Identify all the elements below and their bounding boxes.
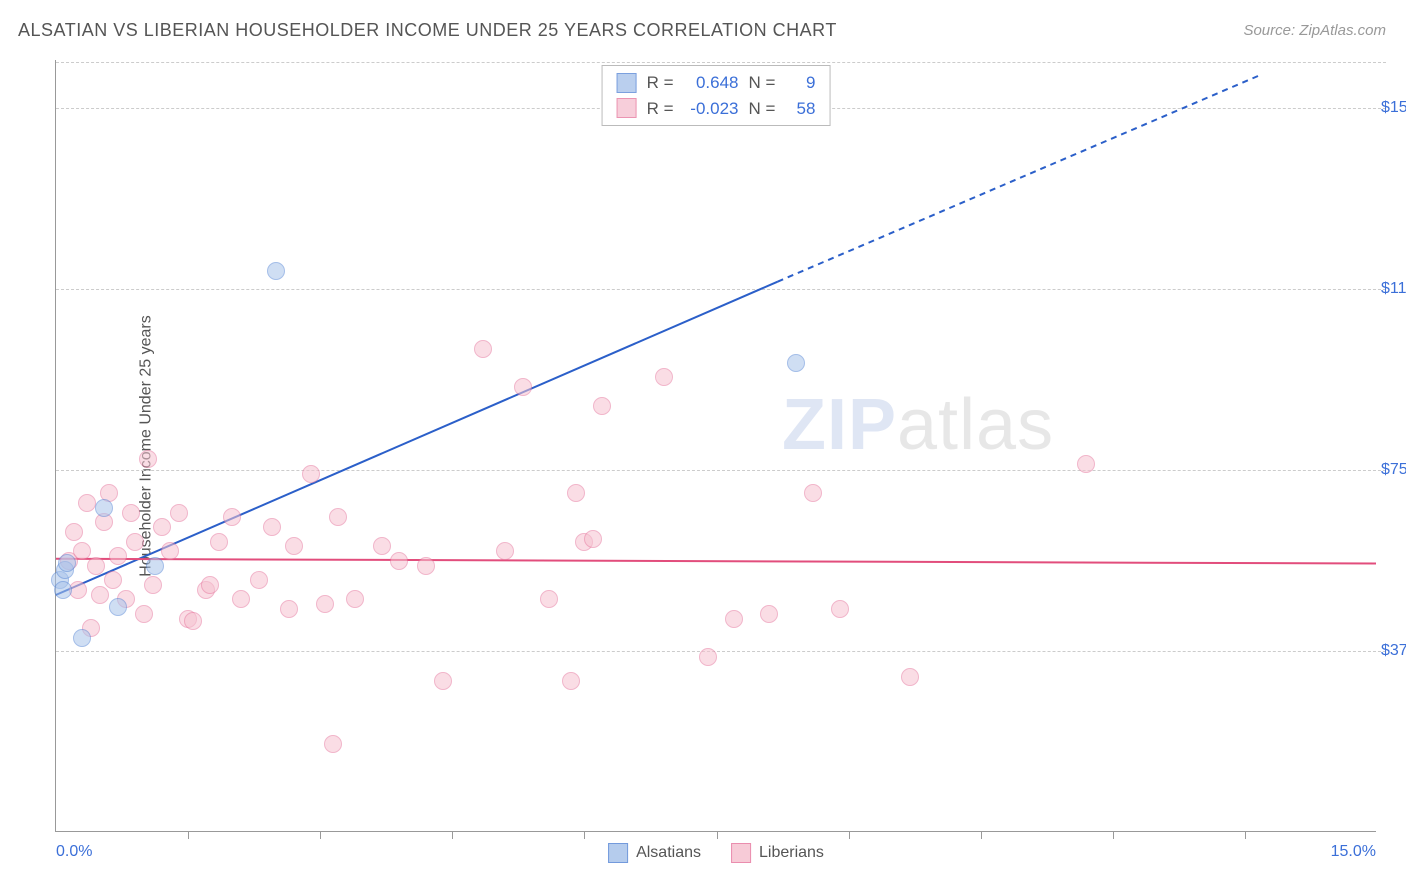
data-point (73, 629, 91, 647)
r-label: R = (647, 96, 674, 122)
data-point (126, 533, 144, 551)
legend-item: Alsatians (608, 843, 701, 863)
data-point (285, 537, 303, 555)
x-tick (452, 831, 453, 839)
data-point (146, 557, 164, 575)
data-point (170, 504, 188, 522)
data-point (109, 547, 127, 565)
data-point (184, 612, 202, 630)
legend-swatch (731, 843, 751, 863)
data-point (514, 378, 532, 396)
series-legend: Alsatians Liberians (608, 843, 824, 863)
x-tick (849, 831, 850, 839)
data-point (316, 595, 334, 613)
x-tick (320, 831, 321, 839)
data-point (540, 590, 558, 608)
data-point (210, 533, 228, 551)
legend-swatch (617, 98, 637, 118)
data-point (562, 672, 580, 690)
x-tick (584, 831, 585, 839)
data-point (346, 590, 364, 608)
x-tick (188, 831, 189, 839)
n-value: 9 (785, 70, 815, 96)
chart-plot-area: Householder Income Under 25 years ZIPatl… (55, 60, 1376, 832)
data-point (760, 605, 778, 623)
data-point (474, 340, 492, 358)
n-value: 58 (785, 96, 815, 122)
x-tick (1113, 831, 1114, 839)
r-value: 0.648 (684, 70, 739, 96)
data-point (78, 494, 96, 512)
data-point (324, 735, 342, 753)
data-point (567, 484, 585, 502)
data-point (901, 668, 919, 686)
data-point (831, 600, 849, 618)
x-tick (1245, 831, 1246, 839)
stats-legend: R = 0.648 N = 9 R = -0.023 N = 58 (602, 65, 831, 126)
data-point (655, 368, 673, 386)
data-point (302, 465, 320, 483)
data-point (329, 508, 347, 526)
data-point (109, 598, 127, 616)
r-value: -0.023 (684, 96, 739, 122)
x-axis-min-label: 0.0% (56, 843, 92, 861)
data-point (54, 581, 72, 599)
data-point (390, 552, 408, 570)
data-point (267, 262, 285, 280)
data-point (373, 537, 391, 555)
data-point (153, 518, 171, 536)
data-point (223, 508, 241, 526)
r-label: R = (647, 70, 674, 96)
data-point (250, 571, 268, 589)
data-point (584, 530, 602, 548)
y-tick-label: $112,500 (1381, 280, 1406, 298)
legend-item: Liberians (731, 843, 824, 863)
scatter-points (56, 60, 1376, 831)
data-point (87, 557, 105, 575)
n-label: N = (749, 96, 776, 122)
x-tick (981, 831, 982, 839)
data-point (725, 610, 743, 628)
data-point (496, 542, 514, 560)
data-point (201, 576, 219, 594)
data-point (804, 484, 822, 502)
legend-label: Liberians (759, 844, 824, 862)
n-label: N = (749, 70, 776, 96)
data-point (280, 600, 298, 618)
data-point (95, 499, 113, 517)
x-axis-max-label: 15.0% (1331, 843, 1376, 861)
data-point (91, 586, 109, 604)
data-point (699, 648, 717, 666)
chart-header: ALSATIAN VS LIBERIAN HOUSEHOLDER INCOME … (18, 20, 1386, 41)
data-point (232, 590, 250, 608)
source-label: Source: ZipAtlas.com (1243, 22, 1386, 39)
data-point (73, 542, 91, 560)
data-point (104, 571, 122, 589)
legend-swatch (608, 843, 628, 863)
data-point (135, 605, 153, 623)
legend-label: Alsatians (636, 844, 701, 862)
y-tick-label: $150,000 (1381, 99, 1406, 117)
data-point (593, 397, 611, 415)
y-tick-label: $37,500 (1381, 642, 1406, 660)
data-point (58, 554, 76, 572)
stats-row: R = 0.648 N = 9 (617, 70, 816, 96)
data-point (144, 576, 162, 594)
data-point (161, 542, 179, 560)
y-tick-label: $75,000 (1381, 461, 1406, 479)
legend-swatch (617, 73, 637, 93)
stats-row: R = -0.023 N = 58 (617, 96, 816, 122)
data-point (263, 518, 281, 536)
chart-title: ALSATIAN VS LIBERIAN HOUSEHOLDER INCOME … (18, 20, 837, 41)
data-point (1077, 455, 1095, 473)
data-point (122, 504, 140, 522)
data-point (417, 557, 435, 575)
data-point (139, 450, 157, 468)
data-point (787, 354, 805, 372)
data-point (65, 523, 83, 541)
data-point (434, 672, 452, 690)
x-tick (717, 831, 718, 839)
